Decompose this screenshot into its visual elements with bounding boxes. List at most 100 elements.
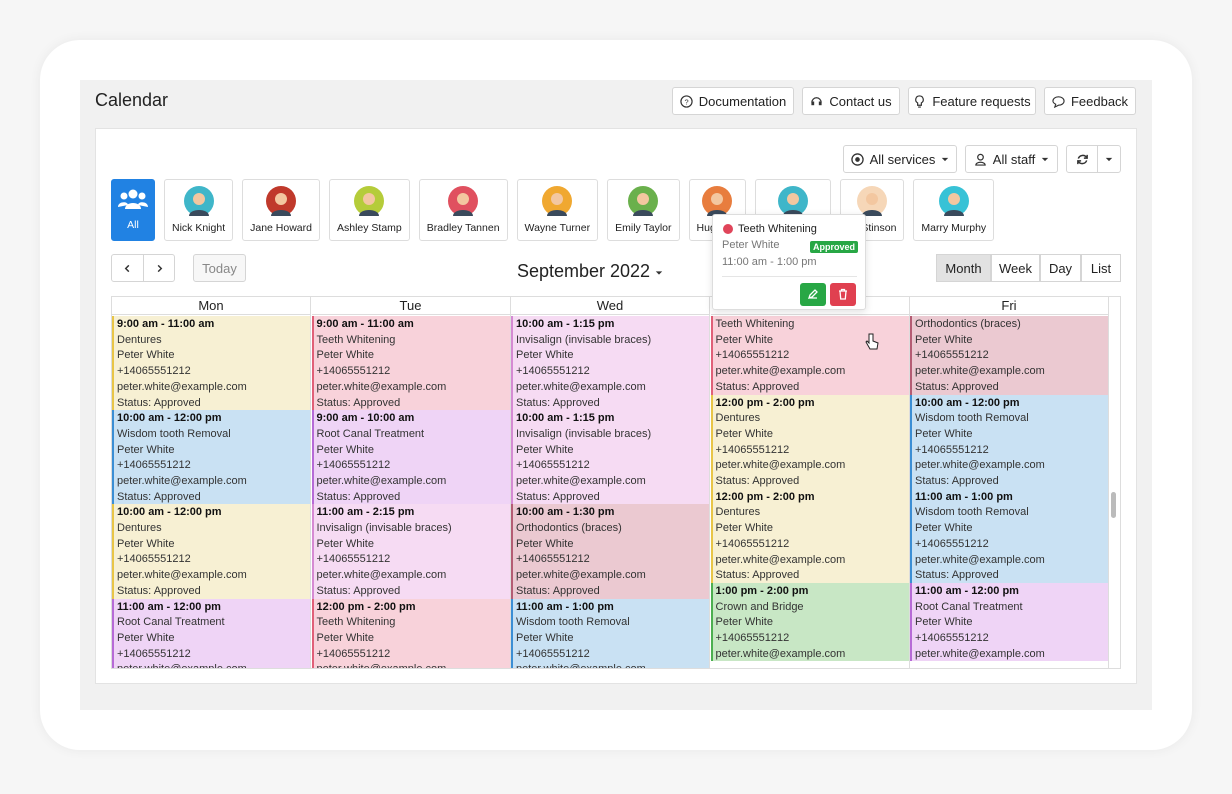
services-filter[interactable]: All services — [843, 145, 957, 173]
popup-status: Approved — [810, 241, 859, 253]
event-service: Dentures — [715, 412, 761, 425]
event-email: peter.white@example.com — [715, 553, 846, 566]
event[interactable]: 11:00 am - 2:15 pm Invisalign (invisable … — [311, 504, 510, 599]
event-client: Peter White — [715, 522, 773, 535]
event[interactable]: 9:00 am - 10:00 am Root Canal Treatment Pe… — [311, 410, 510, 505]
event-client: Peter White — [516, 443, 574, 456]
event-service: Wisdom tooth Removal — [117, 427, 231, 440]
staff-tile[interactable]: All — [111, 179, 155, 241]
event-email: peter.white@example.com — [516, 475, 646, 487]
event-phone: +14065551212 — [715, 537, 790, 550]
event-email: peter.white@example.com — [117, 662, 310, 668]
event[interactable]: 10:00 am - 1:15 pm Invisalign (invisable … — [511, 316, 709, 411]
view-button[interactable]: Week — [991, 254, 1040, 282]
month-title[interactable]: September 2022 — [470, 261, 710, 282]
event-client: Peter White — [117, 631, 175, 644]
today-button[interactable]: Today — [193, 254, 246, 282]
staff-name: Jane Howard — [250, 222, 312, 234]
staff-tile[interactable]: Bradley Tannen — [418, 179, 508, 241]
header-button[interactable]: Contact us — [802, 87, 900, 115]
event-client: Peter White — [715, 427, 773, 440]
staff-list: All Nick Knight Jane Howard Ashley Stamp Bra… — [111, 179, 995, 241]
event-email: peter.white@example.com — [316, 569, 447, 582]
event-service: Dentures — [117, 333, 162, 346]
header-button[interactable]: ? Documentation — [672, 87, 794, 115]
event[interactable]: 11:00 am - 12:00 pm Root Canal Treatment P… — [910, 582, 1108, 662]
refresh-button[interactable] — [1066, 145, 1098, 173]
event[interactable]: 10:00 am - 12:00 pm Dentures Peter White +1… — [112, 504, 310, 599]
event-time: 11:00 am - 12:00 pm — [915, 584, 1019, 597]
staff-filter[interactable]: All staff — [965, 145, 1058, 173]
event-status: Status: Approved — [915, 380, 999, 393]
event[interactable]: 12:00 pm - 2:00 pm Dentures Peter White +14… — [710, 394, 909, 489]
event-service: Teeth Whitening — [715, 318, 795, 330]
event-phone: +14065551212 — [316, 553, 391, 566]
event[interactable]: 1:00 pm - 2:00 pm Crown and Bridge Peter W… — [710, 582, 909, 662]
event[interactable]: 9:00 am - 11:00 am Dentures Peter White +14… — [112, 316, 310, 411]
event[interactable]: Orthodontics (braces) Peter White +1406555… — [910, 316, 1108, 395]
event-service: Wisdom tooth Removal — [516, 616, 630, 629]
event-phone: +14065551212 — [117, 647, 191, 660]
event-phone: +14065551212 — [117, 459, 191, 472]
event-time: 9:00 am - 11:00 am — [316, 318, 414, 330]
event-email: peter.white@example.com — [915, 647, 1045, 660]
event-phone: +14065551212 — [516, 553, 590, 566]
staff-tile[interactable]: Marry Murphy — [913, 179, 995, 241]
view-button[interactable]: Day — [1040, 254, 1081, 282]
event-phone: +14065551212 — [915, 443, 989, 456]
event-email: peter.white@example.com — [715, 365, 846, 378]
popup-service: Teeth Whitening — [738, 223, 817, 235]
event-email: peter.white@example.com — [915, 459, 1045, 472]
header-button[interactable]: Feature requests — [908, 87, 1036, 115]
staff-tile[interactable]: Nick Knight — [164, 179, 234, 241]
services-label: All services — [869, 151, 936, 167]
staff-tile[interactable]: Jane Howard — [242, 179, 320, 241]
event[interactable]: 10:00 am - 12:00 pm Wisdom tooth Removal P… — [112, 410, 310, 505]
day-header: Mon — [112, 297, 310, 315]
delete-button[interactable] — [830, 283, 856, 306]
avatar — [542, 186, 573, 216]
prev-button[interactable] — [111, 254, 144, 282]
event[interactable]: 9:00 am - 11:00 am Teeth Whitening Peter W… — [311, 316, 510, 411]
avatar — [938, 186, 969, 216]
event[interactable]: 10:00 am - 1:30 pm Orthodontics (braces) P… — [511, 504, 709, 599]
event[interactable]: 10:00 am - 1:15 pm Invisalign (invisable … — [511, 410, 709, 505]
event[interactable]: 10:00 am - 12:00 pm Wisdom tooth Removal P… — [910, 394, 1108, 489]
avatar — [777, 186, 808, 216]
event[interactable]: 12:00 pm - 2:00 pm Teeth Whitening Peter W… — [311, 598, 510, 668]
event[interactable]: Teeth Whitening Peter White +14065551212 pe… — [710, 316, 909, 395]
staff-tile[interactable]: Ashley Stamp — [328, 179, 410, 241]
view-button[interactable]: Month — [936, 254, 991, 282]
day-name: Fri — [1001, 298, 1017, 313]
day-column: Mon 9:00 am - 11:00 am Dentures Peter White… — [112, 297, 311, 668]
staff-tile[interactable]: Emily Taylor — [607, 179, 680, 241]
event[interactable]: 11:00 am - 1:00 pm Wisdom tooth Removal Pe… — [910, 488, 1108, 583]
refresh-menu[interactable] — [1097, 145, 1121, 173]
header-button-label: Feature requests — [932, 93, 1031, 109]
event-status: Status: Approved — [715, 569, 800, 582]
header-button-label: Feedback — [1070, 93, 1129, 109]
event-phone: +14065551212 — [516, 459, 590, 472]
event-email: peter.white@example.com — [715, 459, 846, 472]
page-title: Calendar — [95, 90, 169, 110]
staff-tile[interactable]: Wayne Turner — [516, 179, 599, 241]
edit-button[interactable] — [800, 283, 826, 306]
event[interactable]: 11:00 am - 1:00 pm Wisdom tooth Removal Pe… — [511, 598, 709, 668]
avatar — [183, 186, 214, 216]
event-service: Root Canal Treatment — [316, 427, 425, 440]
event-status: Status: Approved — [316, 490, 401, 503]
avatar — [857, 186, 888, 216]
avatar — [702, 186, 733, 216]
event-status: Status: Approved — [117, 490, 201, 503]
next-button[interactable] — [143, 254, 175, 282]
day-name: Tue — [399, 298, 422, 313]
event-status: Status: Approved — [316, 584, 401, 597]
event-email: peter.white@example.com — [316, 380, 447, 393]
header-button[interactable]: Feedback — [1044, 87, 1136, 115]
staff-name: Bradley Tannen — [426, 222, 500, 234]
event[interactable]: 12:00 pm - 2:00 pm Dentures Peter White +14… — [710, 488, 909, 583]
event[interactable]: 11:00 am - 12:00 pm Root Canal Treatment P… — [112, 598, 310, 668]
event-time: 11:00 am - 2:15 pm — [316, 506, 415, 519]
view-button[interactable]: List — [1081, 254, 1121, 282]
